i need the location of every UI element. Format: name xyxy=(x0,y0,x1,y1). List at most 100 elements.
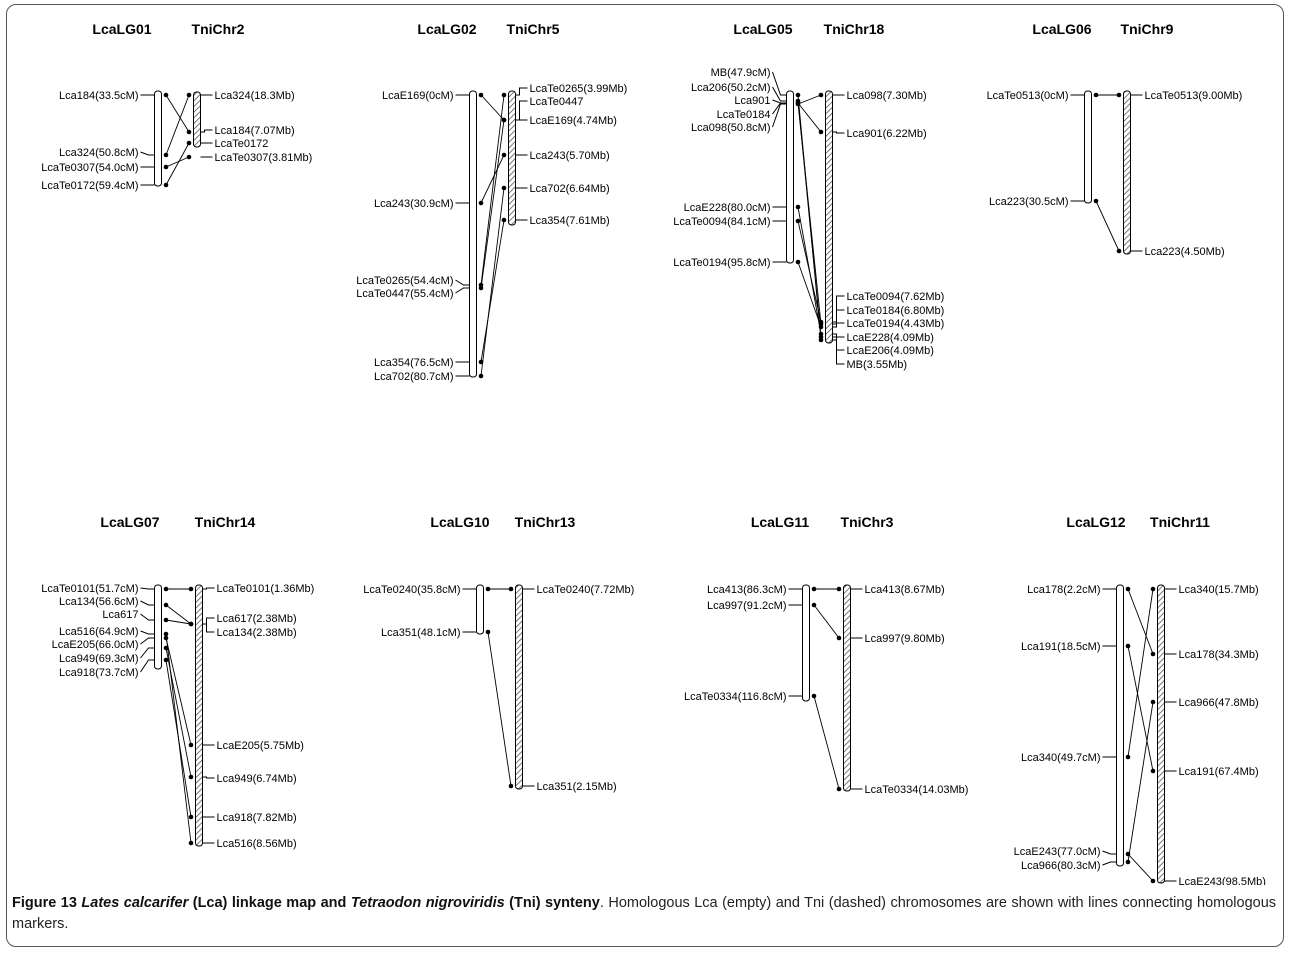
block-0-homology-link xyxy=(165,156,190,168)
block-4-tni-marker-label: Lca134(2.38Mb) xyxy=(217,627,297,639)
block-2-lca-tick xyxy=(772,86,787,102)
block-4-tni-marker-label: Lca617(2.38Mb) xyxy=(217,613,297,625)
block-1-tni-marker-label: LcaTe0447 xyxy=(530,96,584,108)
block-1-homology-link xyxy=(480,94,505,286)
block-3-lca-marker-label: LcaTe0513(0cM) xyxy=(987,90,1069,102)
caption-abbr-lca: (Lca) linkage map and xyxy=(188,895,351,911)
block-7-tni-marker-label: Lca191(67.4Mb) xyxy=(1179,766,1259,778)
block-0-lca-chromosome xyxy=(154,90,162,187)
block-0-tni-marker-label: Lca324(18.3Mb) xyxy=(215,90,295,102)
block-3-tni-marker-label: LcaTe0513(9.00Mb) xyxy=(1145,90,1243,102)
block-4-lca-marker-label: Lca134(56.6cM) xyxy=(59,596,139,608)
block-4-tni-tick xyxy=(202,587,215,590)
block-4-lca-tick xyxy=(140,613,155,621)
block-1-tni-marker-label: Lca702(6.64Mb) xyxy=(530,183,610,195)
block-7-homology-link xyxy=(1127,588,1154,655)
block-1-tni-marker-label: LcaE169(4.74Mb) xyxy=(530,115,617,127)
block-0-tni-title: TniChr2 xyxy=(192,21,245,37)
block-4-lca-tick xyxy=(140,647,155,659)
block-6-lca-chromosome xyxy=(802,584,810,702)
block-5-tni-marker-label: Lca351(2.15Mb) xyxy=(537,781,617,793)
block-2-tni-marker-label: Lca901(6.22Mb) xyxy=(847,128,927,140)
block-5-lca-marker-label: LcaTe0240(35.8cM) xyxy=(363,584,460,596)
block-6-lca-marker-label: Lca413(86.3cM) xyxy=(707,584,787,596)
block-4-lca-tick xyxy=(140,637,155,645)
caption-description: . Homologous Lca (empty) and Tni (dashed… xyxy=(12,895,1277,932)
species-tni: Tetraodon nigroviridis xyxy=(350,895,505,911)
block-2-tni-tick xyxy=(832,339,845,365)
block-2-tni-marker-label: LcaE228(4.09Mb) xyxy=(847,332,934,344)
block-2-lca-tick xyxy=(772,71,787,96)
block-0-tni-marker-label: LcaTe0172 xyxy=(215,138,269,150)
block-4-tni-tick xyxy=(202,617,215,625)
block-0-lca-marker-label: Lca324(50.8cM) xyxy=(59,147,139,159)
block-1-tni-tick xyxy=(515,87,528,96)
block-4-lca-marker-label: Lca949(69.3cM) xyxy=(59,653,139,665)
block-4-lca-marker-label: LcaTe0101(51.7cM) xyxy=(41,583,138,595)
block-2-lca-title: LcaLG05 xyxy=(733,21,792,37)
block-6-tni-marker-label: LcaTe0334(14.03Mb) xyxy=(865,784,969,796)
block-2-tni-tick xyxy=(832,333,845,338)
block-1-tni-marker-label: LcaTe0265(3.99Mb) xyxy=(530,83,628,95)
block-6-lca-marker-label: Lca997(91.2cM) xyxy=(707,600,787,612)
block-4-homology-link xyxy=(165,619,192,625)
block-0-lca-tick xyxy=(140,151,155,156)
block-2-lca-tick xyxy=(772,103,787,128)
synteny-diagram: LcaLG01 TniChr2 Lca184(33.5cM) Lca324(50.8c… xyxy=(41,21,1266,885)
block-5-lca-chromosome xyxy=(476,584,484,635)
block-7-lca-tick xyxy=(1102,850,1117,855)
block-2-tni-marker-label: LcaTe0094(7.62Mb) xyxy=(847,291,945,303)
block-2-tni-chromosome xyxy=(825,90,833,344)
block-7-homology-link xyxy=(1127,853,1154,882)
block-4-tni-marker-label: LcaTe0101(1.36Mb) xyxy=(217,583,315,595)
block-4-lca-marker-label: LcaE205(66.0cM) xyxy=(52,639,139,651)
block-3-tni-title: TniChr9 xyxy=(1121,21,1174,37)
block-1-tni-title: TniChr5 xyxy=(507,21,560,37)
block-1-lca-marker-label: Lca354(76.5cM) xyxy=(374,357,454,369)
block-4-tni-marker-label: Lca516(8.56Mb) xyxy=(217,838,297,850)
block-4-lca-tick xyxy=(140,587,155,590)
block-4-tni-marker-label: Lca949(6.74Mb) xyxy=(217,773,297,785)
block-0-lca-title: LcaLG01 xyxy=(92,21,151,37)
block-3-lca-chromosome xyxy=(1084,90,1092,204)
block-6-lca-title: LcaLG11 xyxy=(751,514,810,530)
block-3-lca-marker-label: Lca223(30.5cM) xyxy=(989,196,1069,208)
block-2-lca-chromosome xyxy=(786,90,794,264)
block-7-tni-marker-label: Lca340(15.7Mb) xyxy=(1179,584,1259,596)
block-1-lca-tick xyxy=(455,279,470,286)
block-5-tni-title: TniChr13 xyxy=(515,514,576,530)
block-4-homology-link xyxy=(165,604,192,625)
block-1-tni-chromosome xyxy=(508,90,516,226)
block-7-lca-marker-label: Lca178(2.2cM) xyxy=(1027,584,1100,596)
block-4-lca-tick xyxy=(140,630,155,635)
block-1-homology-link xyxy=(480,154,505,204)
species-lca: Lates calcarifer xyxy=(81,895,189,911)
block-7-tni-title: TniChr11 xyxy=(1150,514,1210,530)
block-2-lca-marker-label: Lca098(50.8cM) xyxy=(691,122,771,134)
block-0-lca-marker-label: LcaTe0172(59.4cM) xyxy=(41,180,138,192)
block-2-tni-marker-label: LcaTe0184(6.80Mb) xyxy=(847,305,945,317)
block-4-tni-tick xyxy=(202,623,215,633)
block-1-tni-marker-label: Lca354(7.61Mb) xyxy=(530,215,610,227)
block-2-homology-link xyxy=(797,94,822,341)
block-1-tni-tick xyxy=(515,100,528,121)
block-2-tni-tick xyxy=(832,322,845,328)
block-4-homology-link xyxy=(165,637,192,746)
block-2-tni-marker-label: LcaTe0194(4.43Mb) xyxy=(847,318,945,330)
block-1-homology-link xyxy=(480,187,505,377)
block-2-lca-tick xyxy=(772,102,787,115)
figure-label: Figure 13 xyxy=(12,895,77,911)
block-6-lca-marker-label: LcaTe0334(116.8cM) xyxy=(684,691,787,703)
block-1-lca-tick xyxy=(455,287,470,294)
figure-border xyxy=(6,4,1284,947)
block-4-lca-chromosome xyxy=(154,584,162,670)
block-0-homology-link xyxy=(165,94,190,156)
block-7-tni-chromosome xyxy=(1157,584,1165,884)
block-4-homology-link xyxy=(165,633,192,844)
block-6-homology-link xyxy=(813,695,840,790)
block-7-lca-marker-label: LcaE243(77.0cM) xyxy=(1014,846,1101,858)
block-4-lca-marker-label: Lca918(73.7cM) xyxy=(59,667,139,679)
block-0-tni-marker-label: LcaTe0307(3.81Mb) xyxy=(215,152,313,164)
block-5-tni-chromosome xyxy=(515,584,523,790)
block-4-lca-marker-label: Lca617 xyxy=(102,609,138,621)
